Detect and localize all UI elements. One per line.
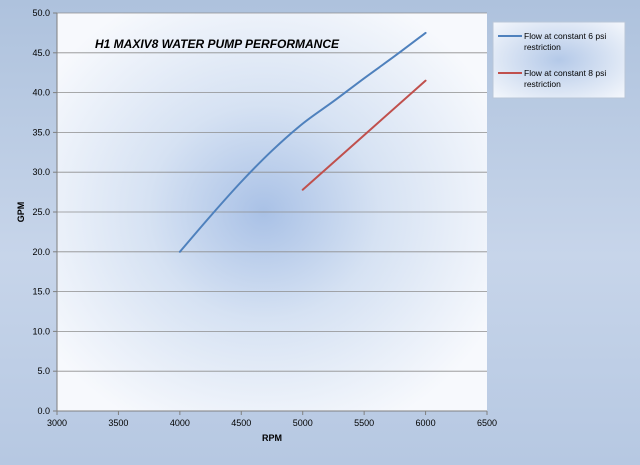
y-tick-label: 40.0 [32, 88, 50, 98]
x-tick-label: 6000 [416, 418, 436, 428]
x-tick-label: 5000 [293, 418, 313, 428]
y-tick-label: 15.0 [32, 287, 50, 297]
y-tick-label: 0.0 [37, 406, 50, 416]
legend-label-6psi: Flow at constant 6 psi restriction [524, 31, 609, 52]
y-axis-title: GPM [16, 202, 26, 223]
x-tick-label: 5500 [354, 418, 374, 428]
gridlines [57, 12, 487, 372]
y-tick-label: 10.0 [32, 326, 50, 336]
y-tick-label: 30.0 [32, 167, 50, 177]
x-tick-label: 4500 [231, 418, 251, 428]
y-tick-label: 20.0 [32, 247, 50, 257]
y-tick-label: 50.0 [32, 8, 50, 18]
series-line-1 [301, 79, 427, 191]
y-tick-label: 45.0 [32, 48, 50, 58]
legend-box [492, 21, 626, 99]
x-tick-label: 6500 [477, 418, 497, 428]
series-lines [178, 31, 427, 253]
y-axis-ticks: 0.0 5.0 10.0 15.0 20.0 25.0 30.0 35.0 40.0 45.0 50… [32, 8, 57, 416]
x-axis-title: RPM [262, 433, 282, 443]
legend: Flow at constant 6 psi restriction Flow … [492, 21, 626, 99]
chart-title: H1 MAXIV8 WATER PUMP PERFORMANCE [95, 37, 340, 51]
y-tick-label: 25.0 [32, 207, 50, 217]
y-tick-label: 35.0 [32, 127, 50, 137]
x-tick-label: 3000 [47, 418, 67, 428]
y-tick-label: 5.0 [37, 366, 50, 376]
x-tick-label: 3500 [108, 418, 128, 428]
legend-label-8psi: Flow at constant 8 psi restriction [524, 68, 609, 89]
x-axis-ticks: 3000 3500 4000 4500 5000 5500 6000 6500 [47, 411, 497, 428]
x-tick-label: 4000 [170, 418, 190, 428]
